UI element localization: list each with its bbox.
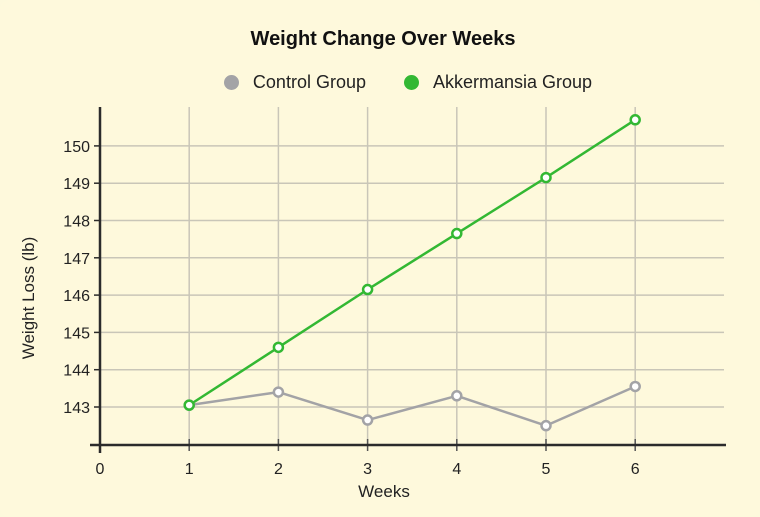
- x-tick-label: 3: [363, 461, 372, 478]
- y-tick-label: 146: [63, 288, 90, 305]
- control-point-marker: [451, 390, 463, 402]
- grid-lines: [100, 107, 724, 445]
- x-axis-label: Weeks: [358, 482, 410, 501]
- akkermansia-point-marker: [361, 283, 374, 296]
- legend-dot-icon: [223, 75, 239, 90]
- legend-item-control[interactable]: Control Group: [223, 72, 366, 93]
- chart-legend: Control Group Akkermansia Group: [0, 72, 760, 93]
- y-tick-label: 143: [63, 400, 90, 417]
- x-tick-label: 0: [96, 461, 105, 478]
- legend-dot-icon: [403, 75, 419, 90]
- axes: [90, 107, 726, 453]
- x-tick-label: 5: [542, 461, 551, 478]
- control-point-marker: [272, 386, 285, 398]
- control-group-line: [189, 385, 636, 427]
- x-tick-label: 6: [631, 461, 640, 478]
- data-series: [183, 114, 641, 432]
- x-tick-label: 2: [274, 461, 283, 478]
- x-tick-label: 1: [185, 461, 194, 478]
- chart-title: Weight Change Over Weeks: [250, 28, 516, 50]
- y-tick-label: 150: [63, 139, 90, 156]
- x-tick-label: 4: [452, 461, 461, 478]
- legend-label-control: Control Group: [252, 72, 366, 92]
- akkermansia-point-marker: [272, 341, 285, 354]
- y-tick-label: 147: [63, 251, 90, 268]
- akkermansia-point-marker: [451, 227, 463, 240]
- y-axis-label: Weight Loss (lb): [19, 236, 38, 360]
- akkermansia-group-line: [188, 118, 636, 407]
- y-tick-label: 145: [63, 325, 90, 342]
- legend-item-akkermansia[interactable]: Akkermansia Group: [403, 72, 593, 93]
- akkermansia-point-marker: [540, 171, 552, 184]
- control-point-marker: [361, 414, 374, 426]
- control-point-marker: [629, 380, 641, 393]
- y-tick-label: 144: [63, 363, 90, 380]
- y-tick-label: 148: [63, 214, 90, 231]
- akkermansia-point-marker: [629, 114, 641, 126]
- legend-label-akkermansia: Akkermansia Group: [432, 72, 593, 92]
- y-tick-label: 149: [63, 176, 90, 193]
- akkermansia-point-marker: [183, 399, 195, 411]
- control-point-marker: [540, 419, 552, 432]
- tick-labels: 143 144 145 146 147 148 149 150 0 1 2 3 4 5 6: [63, 139, 639, 478]
